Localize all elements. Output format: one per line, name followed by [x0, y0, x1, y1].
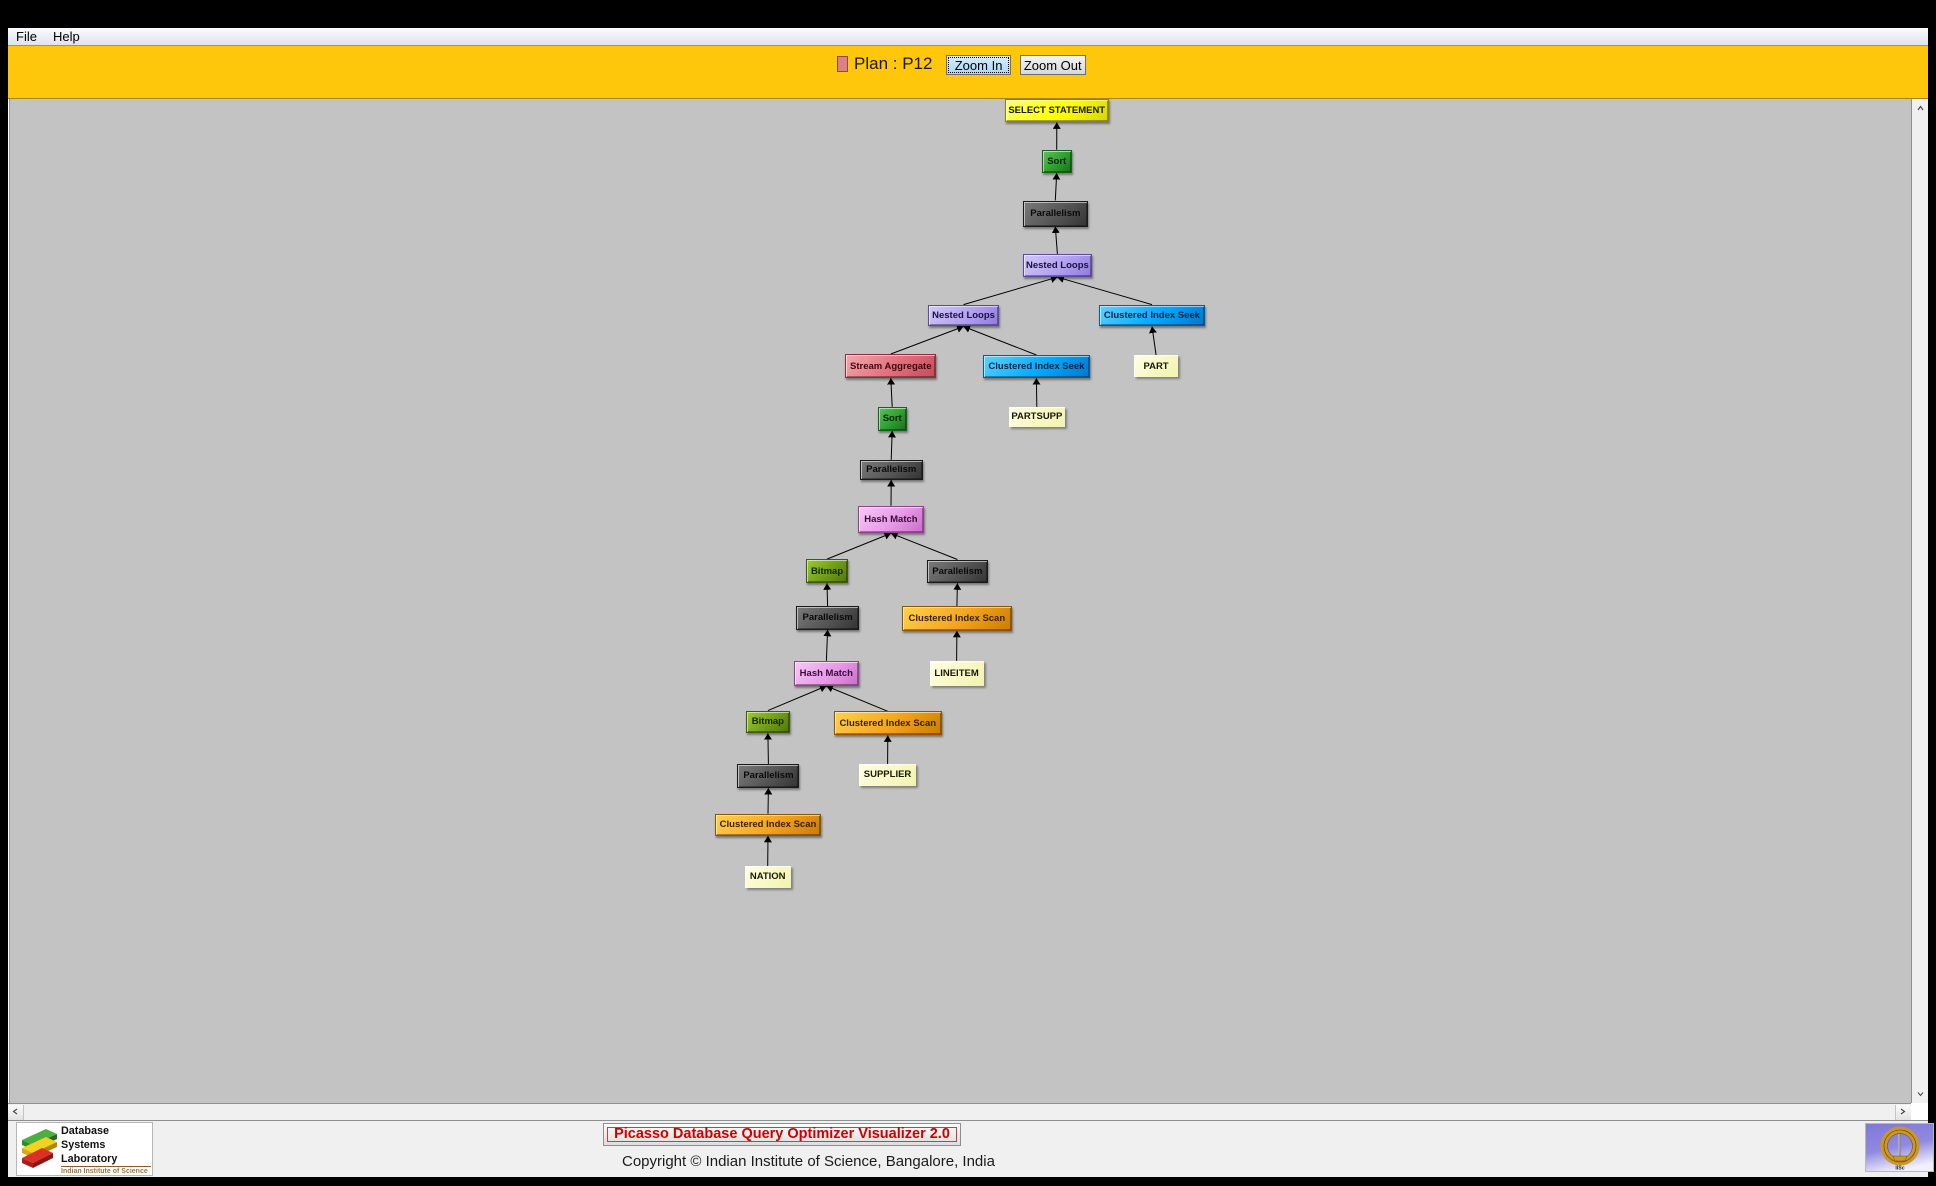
- svg-text:IISc: IISc: [1895, 1165, 1904, 1171]
